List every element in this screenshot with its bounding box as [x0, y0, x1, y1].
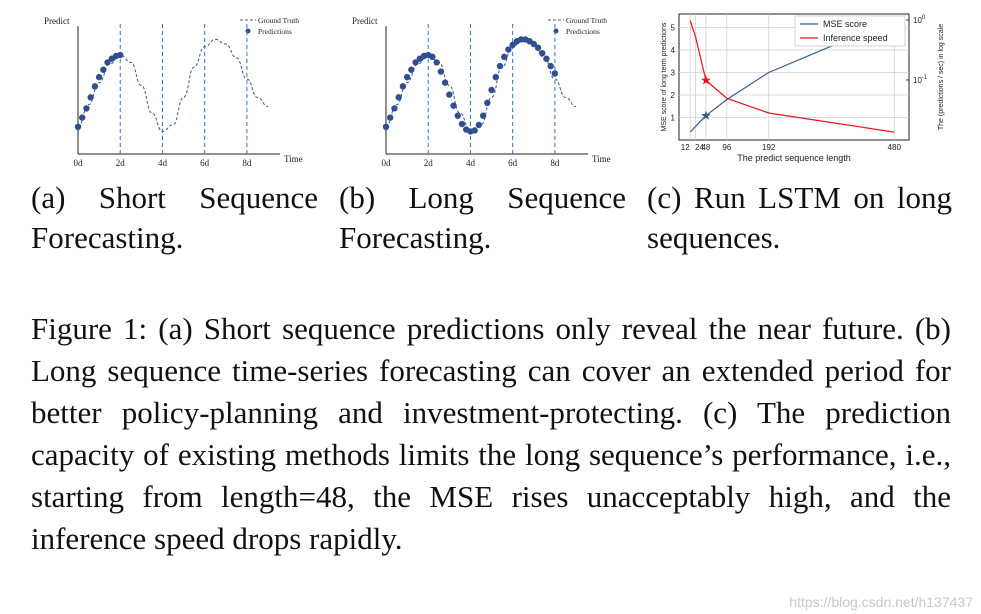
inference-speed-line: [689, 20, 895, 133]
prediction-point: [492, 73, 499, 81]
chart-a: Predict Time Ground Truth Predictions 0d…: [44, 16, 303, 168]
x-axis-label: Time: [284, 154, 303, 164]
y-axis-label: Predict: [44, 16, 70, 26]
x-tick-label: 8d: [550, 158, 560, 168]
prediction-point: [501, 53, 508, 61]
x-tick-label: 2d: [424, 158, 434, 168]
legend-predictions: Predictions: [566, 27, 600, 36]
prediction-point: [100, 66, 107, 73]
x-axis-label: Time: [592, 154, 611, 164]
legend-inference-speed: Inference speed: [823, 33, 888, 43]
prediction-point: [479, 112, 487, 119]
legend-ground-truth: Ground Truth: [566, 16, 607, 25]
prediction-point: [433, 59, 440, 66]
prediction-point: [496, 62, 504, 70]
legend-predictions: Predictions: [258, 27, 292, 36]
chart-b: Predict Time Ground Truth Predictions 0d…: [352, 16, 611, 168]
speed-star-marker: [701, 75, 711, 85]
prediction-point: [87, 94, 94, 101]
prediction-point: [484, 99, 491, 107]
prediction-point: [382, 123, 390, 130]
legend: Ground Truth Predictions: [548, 16, 607, 36]
mse-star-marker: [701, 110, 711, 120]
y-tick-label: 2: [671, 91, 676, 100]
legend: MSE score Inference speed: [794, 15, 906, 47]
prediction-point: [475, 121, 483, 129]
prediction-point: [551, 70, 559, 77]
y-tick-label: 4: [671, 46, 676, 55]
prediction-point: [408, 66, 415, 73]
prediction-point: [547, 62, 554, 70]
prediction-point: [95, 73, 103, 81]
prediction-point: [79, 114, 86, 121]
x-tick-label: 24: [695, 143, 704, 152]
prediction-point: [437, 68, 445, 75]
prediction-point: [399, 83, 407, 90]
x-tick-label: 192: [762, 143, 776, 152]
caption-c: (c) Run LSTM on long sequences.: [647, 180, 952, 255]
prediction-point: [429, 53, 436, 61]
y-axis-label: MSE score of long term predictions: [661, 22, 668, 131]
x-tick-label: 0d: [74, 158, 84, 168]
prediction-point: [534, 44, 542, 51]
panel-b: Predict Time Ground Truth Predictions 0d…: [348, 6, 618, 171]
y2-tick-label: 100: [913, 15, 926, 25]
legend-mse-score: MSE score: [823, 19, 867, 29]
plot-frame: [678, 13, 910, 141]
prediction-point: [509, 41, 516, 49]
mse-score-line: [689, 19, 895, 133]
prediction-point: [104, 59, 111, 66]
y-axis-label: Predict: [352, 16, 378, 26]
caption-b: (b) Long Sequence Forecasting.: [339, 180, 626, 255]
prediction-point: [530, 40, 537, 48]
x-tick-label: 6d: [508, 158, 518, 168]
prediction-point: [539, 50, 546, 57]
x-tick-label: 12: [681, 143, 690, 152]
caption-a: (a) Short Sequence Forecasting.: [31, 180, 318, 255]
prediction-point: [403, 73, 411, 81]
prediction-point: [391, 105, 398, 112]
x-tick-label: 96: [722, 143, 731, 152]
legend: Ground Truth Predictions: [240, 16, 299, 36]
x-tick-label: 6d: [200, 158, 210, 168]
x-axis-label: The predict sequence length: [737, 153, 851, 163]
prediction-point: [91, 83, 99, 90]
prediction-point: [488, 86, 495, 94]
prediction-point: [117, 51, 124, 59]
y-tick-label: 1: [671, 114, 676, 123]
x-tick-label: 2d: [116, 158, 126, 168]
prediction-point: [412, 59, 419, 66]
y2-axis-label: The (predictions / sec) in log scale: [938, 24, 945, 130]
prediction-point: [74, 123, 82, 130]
prediction-point: [83, 105, 90, 112]
prediction-point: [458, 120, 466, 128]
x-tick-label: 8d: [242, 158, 252, 168]
y2-tick-label: 10-1: [913, 75, 928, 85]
watermark: https://blog.csdn.net/h137437: [789, 594, 973, 610]
prediction-point: [450, 102, 457, 109]
ground-truth-line: [77, 38, 269, 132]
y-tick-label: 3: [671, 69, 676, 78]
prediction-point: [454, 112, 461, 119]
x-tick-label: 480: [888, 143, 902, 152]
legend-ground-truth: Ground Truth: [258, 16, 299, 25]
x-tick-label: 48: [701, 143, 710, 152]
prediction-point: [543, 55, 550, 62]
prediction-point: [505, 46, 512, 53]
figure-caption: Figure 1: (a) Short sequence predictions…: [31, 311, 951, 556]
x-tick-label: 0d: [382, 158, 392, 168]
prediction-point: [387, 114, 394, 121]
prediction-point: [395, 94, 402, 101]
y-tick-label: 5: [671, 24, 676, 33]
prediction-point: [471, 127, 478, 134]
prediction-point: [441, 79, 449, 86]
x-tick-label: 4d: [466, 158, 476, 168]
panel-a: Predict Time Ground Truth Predictions 0d…: [40, 6, 310, 171]
x-tick-label: 4d: [158, 158, 168, 168]
prediction-point: [446, 91, 453, 98]
